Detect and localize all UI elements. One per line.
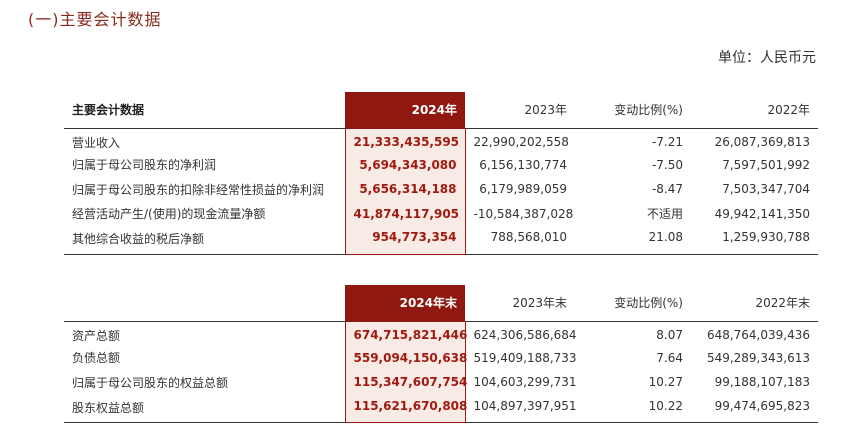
- cell-change: 7.64: [656, 350, 683, 365]
- cell-change: -8.47: [651, 182, 683, 197]
- cell-change: -7.50: [651, 157, 683, 172]
- table-row: 股东权益总额 115,621,670,808 104,897,397,951 1…: [64, 394, 818, 423]
- cell-2023-end: 624,306,586,684: [473, 328, 577, 342]
- table-row: 经营活动产生/(使用)的现金流量净额 41,874,117,905 -10,58…: [64, 201, 818, 226]
- cell-change: 10.22: [575, 394, 691, 423]
- header-change-pct: 变动比例(%): [575, 285, 691, 322]
- cell-2022-end: 648,764,039,436: [706, 328, 810, 342]
- cell-2024: 5,694,343,080: [344, 152, 466, 177]
- row-label: 归属于母公司股东的扣除非经常性损益的净利润: [72, 182, 325, 197]
- cell-2022-end: 99,188,107,183: [714, 375, 810, 390]
- cell-2022-end: 549,289,343,613: [706, 350, 810, 365]
- row-label: 营业收入: [72, 135, 121, 150]
- cell-2024-end: 674,715,821,446: [344, 321, 467, 346]
- row-label: 资产总额: [72, 328, 121, 343]
- cell-change: 10.27: [648, 375, 683, 390]
- row-label: 股东权益总额: [64, 394, 345, 423]
- header-2022: 2022年: [691, 92, 818, 129]
- cell-change: 不适用: [646, 207, 683, 222]
- cell-2024-end: 115,347,607,754: [344, 370, 467, 395]
- table-row: 归属于母公司股东的净利润 5,694,343,080 6,156,130,774…: [64, 152, 818, 177]
- cell-2022: 1,259,930,788: [691, 226, 818, 255]
- cell-2022: 7,503,347,704: [722, 182, 810, 197]
- cell-2023: -10,584,387,028: [473, 206, 574, 221]
- section-title: (一)主要会计数据: [28, 10, 162, 29]
- cell-2024: 954,773,354: [344, 226, 466, 255]
- header-2024-end: 2024年末: [345, 285, 465, 322]
- row-label: 归属于母公司股东的权益总额: [72, 375, 229, 390]
- cell-2023: 22,990,202,558: [473, 135, 569, 149]
- cell-2024-end: 115,621,670,808: [344, 394, 467, 423]
- table-row: 营业收入 21,333,435,595 22,990,202,558 -7.21…: [64, 128, 818, 153]
- cell-2022: 26,087,369,813: [714, 135, 810, 149]
- header-item: [64, 285, 345, 322]
- cell-2024-end: 559,094,150,638: [344, 345, 467, 370]
- row-label: 归属于母公司股东的净利润: [72, 158, 217, 173]
- cell-2023: 6,179,989,059: [479, 182, 567, 197]
- cell-2023-end: 104,897,397,951: [465, 394, 577, 423]
- row-label: 经营活动产生/(使用)的现金流量净额: [72, 207, 266, 222]
- cell-2023: 788,568,010: [465, 226, 575, 255]
- cell-change: 21.08: [575, 226, 691, 255]
- table-row: 归属于母公司股东的扣除非经常性损益的净利润 5,656,314,188 6,17…: [64, 177, 818, 202]
- table-header-row: 2024年末 2023年末 变动比例(%) 2022年末: [64, 285, 818, 322]
- table-header-row: 主要会计数据 2024年 2023年 变动比例(%) 2022年: [64, 92, 818, 129]
- row-label: 其他综合收益的税后净额: [64, 226, 345, 255]
- unit-label: 单位：人民币元: [718, 50, 816, 66]
- cell-2024: 21,333,435,595: [344, 128, 466, 153]
- cell-2024: 41,874,117,905: [344, 201, 466, 226]
- table-row: 归属于母公司股东的权益总额 115,347,607,754 104,603,29…: [64, 370, 818, 395]
- key-accounting-data-table: 主要会计数据 2024年 2023年 变动比例(%) 2022年 营业收入 21…: [64, 92, 818, 255]
- balance-data-table: 2024年末 2023年末 变动比例(%) 2022年末 资产总额 674,71…: [64, 285, 818, 423]
- header-2023-end: 2023年末: [465, 285, 575, 322]
- cell-2022-end: 99,474,695,823: [691, 394, 818, 423]
- cell-change: 8.07: [656, 328, 683, 342]
- table-row: 其他综合收益的税后净额 954,773,354 788,568,010 21.0…: [64, 226, 818, 255]
- header-change-pct: 变动比例(%): [575, 92, 691, 129]
- cell-2022: 49,942,141,350: [714, 206, 810, 221]
- cell-change: -7.21: [651, 135, 683, 149]
- cell-2022: 7,597,501,992: [722, 157, 810, 172]
- cell-2024: 5,656,314,188: [344, 177, 466, 202]
- cell-2023-end: 519,409,188,733: [473, 350, 577, 365]
- table-row: 负债总额 559,094,150,638 519,409,188,733 7.6…: [64, 345, 818, 370]
- header-2022-end: 2022年末: [691, 285, 818, 322]
- header-item: 主要会计数据: [64, 92, 345, 129]
- header-2024: 2024年: [345, 92, 465, 129]
- header-2023: 2023年: [465, 92, 575, 129]
- table-row: 资产总额 674,715,821,446 624,306,586,684 8.0…: [64, 321, 818, 346]
- cell-2023-end: 104,603,299,731: [473, 375, 577, 390]
- cell-2023: 6,156,130,774: [479, 157, 567, 172]
- row-label: 负债总额: [72, 351, 121, 366]
